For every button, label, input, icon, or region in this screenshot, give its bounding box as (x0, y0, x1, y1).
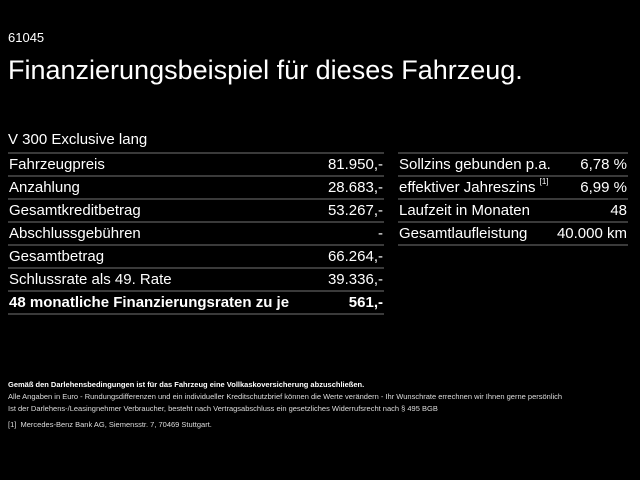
table-row: Abschlussgebühren - (8, 223, 384, 246)
row-value: 6,99 % (580, 179, 627, 196)
disclaimer-line: Alle Angaben in Euro - Rundungsdifferenz… (8, 392, 563, 401)
row-value: 561,- (348, 294, 383, 311)
row-label: 48 monatliche Finanzierungsraten zu je (9, 294, 290, 311)
table-row: Gesamtlaufleistung 40.000 km (398, 223, 628, 246)
row-label: Laufzeit in Monaten (399, 202, 530, 219)
table-row: Schlussrate als 49. Rate 39.336,- (8, 269, 384, 292)
row-value: 66.264,- (327, 248, 383, 265)
table-row: Gesamtkreditbetrag 53.267,- (8, 200, 384, 223)
footnote-marker: [1] (539, 177, 549, 186)
row-label: Gesamtbetrag (9, 248, 105, 265)
row-label: Anzahlung (9, 179, 80, 196)
row-label: Sollzins gebunden p.a. (399, 156, 551, 173)
financing-table: Fahrzeugpreis 81.950,- Anzahlung 28.683,- … (8, 152, 384, 315)
vehicle-model: V 300 Exclusive lang (8, 131, 148, 148)
footnote-mark: [1] (8, 420, 17, 429)
row-value: 6,78 % (580, 156, 627, 173)
row-label: Gesamtkreditbetrag (9, 202, 141, 219)
row-value: 28.683,- (327, 179, 383, 196)
row-value: 81.950,- (327, 156, 383, 173)
insurance-note: Gemäß den Darlehensbedingungen ist für d… (8, 380, 365, 389)
row-label: Fahrzeugpreis (9, 156, 105, 173)
row-value: 39.336,- (327, 271, 383, 288)
table-row: effektiver Jahreszins [1] 6,99 % (398, 177, 628, 200)
row-value: 40.000 km (556, 225, 627, 242)
legal-notes: Gemäß den Darlehensbedingungen ist für d… (8, 379, 633, 431)
terms-table: Sollzins gebunden p.a. 6,78 % effektiver … (398, 152, 628, 246)
table-row: Fahrzeugpreis 81.950,- (8, 154, 384, 177)
monthly-rate-row: 48 monatliche Finanzierungsraten zu je 56… (8, 292, 384, 315)
offer-code: 61045 (8, 30, 45, 45)
row-label: Abschlussgebühren (9, 225, 141, 242)
row-value: 48 (610, 202, 627, 219)
row-value: - (378, 225, 383, 242)
table-row: Gesamtbetrag 66.264,- (8, 246, 384, 269)
disclaimer-line: Ist der Darlehens-/Leasingnehmer Verbrau… (8, 404, 438, 413)
page-title: Finanzierungsbeispiel für dieses Fahrzeu… (8, 55, 523, 85)
table-row: Sollzins gebunden p.a. 6,78 % (398, 154, 628, 177)
footnote: [1] Mercedes-Benz Bank AG, Siemensstr. 7… (8, 419, 633, 431)
row-label: effektiver Jahreszins (399, 179, 536, 196)
footnote-text: Mercedes-Benz Bank AG, Siemensstr. 7, 70… (20, 420, 212, 429)
row-value: 53.267,- (327, 202, 383, 219)
table-row: Anzahlung 28.683,- (8, 177, 384, 200)
row-label: Gesamtlaufleistung (399, 225, 528, 242)
row-label: Schlussrate als 49. Rate (9, 271, 172, 288)
table-row: Laufzeit in Monaten 48 (398, 200, 628, 223)
